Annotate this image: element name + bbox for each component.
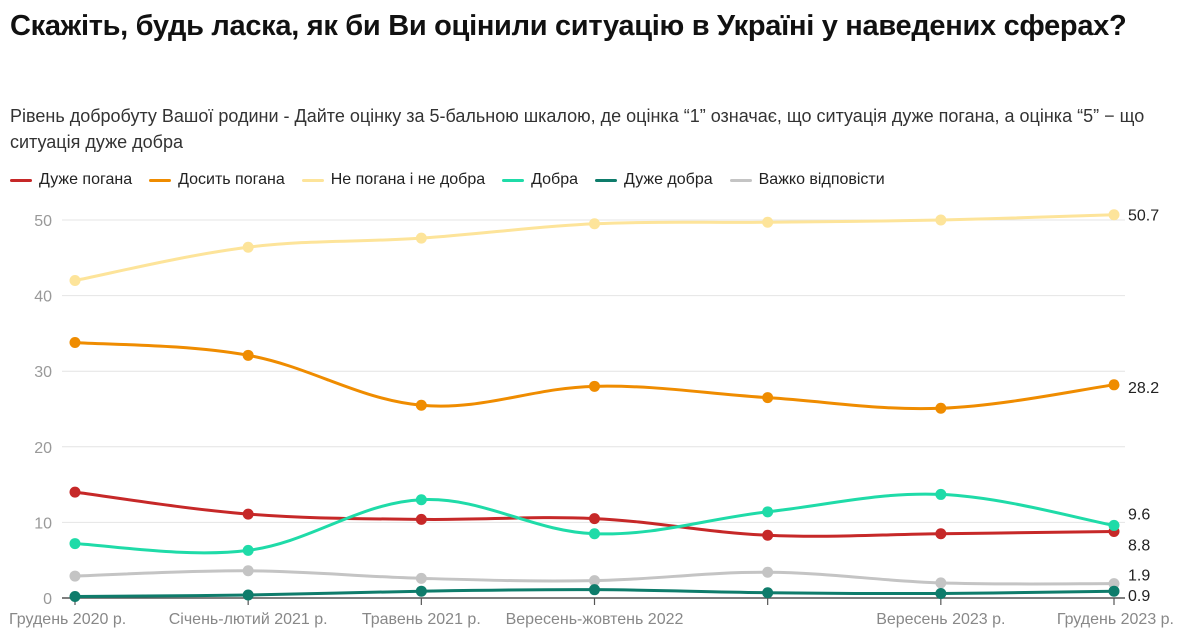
series-points <box>69 209 1120 602</box>
x-tick-label: Вересень 2023 р. <box>876 611 1005 628</box>
legend-swatch <box>502 178 525 182</box>
chart-subtitle: Рівень добробуту Вашої родини - Дайте оц… <box>10 106 1145 152</box>
legend-item: Не погана і не добра <box>301 171 486 189</box>
data-point <box>69 336 81 348</box>
data-point <box>589 218 600 230</box>
data-point <box>415 399 427 411</box>
end-value-label: 8.8 <box>1128 537 1150 554</box>
data-point <box>935 402 947 414</box>
series-line <box>73 340 1116 411</box>
data-point <box>242 508 254 520</box>
data-point <box>762 587 774 599</box>
legend-label: Досить погана <box>178 171 285 188</box>
legend-label: Дуже добра <box>624 171 713 188</box>
end-value-label: 9.6 <box>1128 506 1150 523</box>
data-point <box>1108 585 1120 597</box>
end-labels: 8.8 28.2 50.7 9.6 0.9 1.9 <box>1128 208 1159 605</box>
y-tick-label: 50 <box>34 213 52 230</box>
y-tick-label: 30 <box>34 364 52 381</box>
data-point <box>589 575 600 587</box>
legend-swatch <box>301 178 324 182</box>
legend-label: Добра <box>531 171 579 188</box>
y-tick-label: 20 <box>34 440 52 457</box>
x-tick-label: Січень-лютий 2021 р. <box>169 611 328 628</box>
x-axis-ticks: Грудень 2020 р. Січень-лютий 2021 р. Траве… <box>9 598 1174 628</box>
data-point <box>762 566 774 578</box>
data-point <box>1108 379 1120 391</box>
data-point <box>762 392 774 404</box>
data-point <box>69 570 81 582</box>
end-value-label: 50.7 <box>1128 208 1159 225</box>
grid <box>62 219 1125 599</box>
data-point <box>242 589 254 601</box>
data-point <box>69 538 81 550</box>
x-tick-label: Травень 2021 р. <box>362 611 481 628</box>
x-tick-label: Грудень 2020 р. <box>9 611 126 628</box>
data-point <box>69 486 81 498</box>
data-point <box>1108 519 1120 531</box>
data-point <box>242 544 254 556</box>
legend-item: Важко відповісти <box>729 171 885 189</box>
legend-item: Дуже добра <box>595 171 713 189</box>
y-tick-label: 40 <box>34 289 52 306</box>
legend-swatch <box>595 178 618 182</box>
legend-swatch <box>729 178 752 182</box>
data-point <box>415 494 427 506</box>
data-point <box>589 584 600 596</box>
end-value-label: 1.9 <box>1128 568 1150 585</box>
data-point <box>415 572 427 584</box>
legend-swatch <box>149 178 172 182</box>
data-point <box>935 587 947 599</box>
data-point <box>935 488 947 500</box>
legend: Дуже погана Досить погана Не погана і не д… <box>10 171 885 189</box>
legend-item: Досить погана <box>149 171 285 189</box>
legend-label: Дуже погана <box>39 171 133 188</box>
y-tick-label: 0 <box>43 591 52 608</box>
data-point <box>935 528 947 540</box>
chart-title: Скажіть, будь ласка, як би Ви оцінили си… <box>10 10 1127 42</box>
data-point <box>762 216 774 228</box>
legend-item: Дуже погана <box>10 171 132 189</box>
data-point <box>935 214 947 226</box>
legend-label: Не погана і не добра <box>330 171 486 188</box>
y-tick-label: 10 <box>34 515 52 532</box>
data-point <box>1108 578 1120 590</box>
data-point <box>415 513 427 525</box>
data-point <box>589 528 600 540</box>
legend-label: Важко відповісти <box>758 171 885 188</box>
data-point <box>589 513 600 525</box>
data-point <box>762 506 774 518</box>
data-point <box>69 590 81 602</box>
data-point <box>415 232 427 244</box>
data-point <box>242 349 254 361</box>
data-point <box>935 577 947 589</box>
data-point <box>415 585 427 597</box>
legend-item: Добра <box>502 171 578 189</box>
end-value-label: 28.2 <box>1128 380 1159 397</box>
y-axis-ticks: 0 10 20 30 40 50 <box>34 213 52 608</box>
legend-swatch <box>10 178 32 182</box>
data-point <box>1108 209 1120 221</box>
data-point <box>242 241 254 253</box>
data-point <box>242 565 254 577</box>
x-tick-label: Грудень 2023 р. <box>1057 611 1174 628</box>
data-point <box>762 529 774 541</box>
end-value-label: 0.9 <box>1128 588 1150 605</box>
data-point <box>589 380 600 392</box>
data-point <box>69 274 81 286</box>
x-tick-label: Вересень-жовтень 2022 <box>506 611 684 628</box>
